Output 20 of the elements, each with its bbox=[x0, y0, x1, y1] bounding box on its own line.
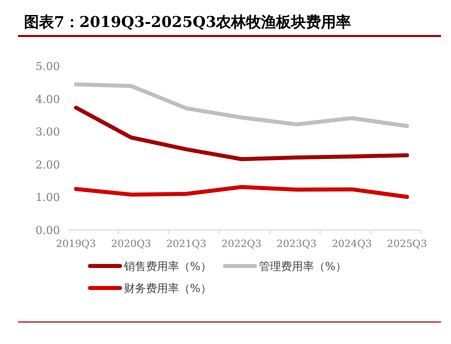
y-tick-label: 1.00 bbox=[36, 191, 60, 204]
x-tick-label: 2022Q3 bbox=[221, 239, 262, 250]
y-tick-label: 0.00 bbox=[36, 224, 60, 237]
x-tick-label: 2019Q3 bbox=[56, 239, 96, 250]
x-tick-label: 2021Q3 bbox=[166, 239, 206, 250]
line-series bbox=[74, 106, 409, 162]
legend-label: 管理费用率（%） bbox=[259, 260, 346, 273]
x-tick-label: 2020Q3 bbox=[111, 239, 152, 250]
y-tick-label: 2.00 bbox=[36, 158, 60, 172]
legend-label: 销售费用率（%） bbox=[123, 260, 212, 273]
x-tick-label: 2025Q3 bbox=[386, 239, 428, 250]
x-tick-label: 2024Q3 bbox=[332, 239, 372, 250]
y-tick-label: 4.00 bbox=[36, 92, 60, 106]
line-series bbox=[74, 185, 409, 199]
chart-title: 图表7：2019Q3-2025Q3农林牧渔板块费用率 bbox=[24, 13, 352, 31]
legend-label: 财务费用率（%） bbox=[124, 282, 212, 295]
y-tick-label: 3.00 bbox=[36, 126, 60, 139]
y-tick-label: 5.00 bbox=[36, 60, 60, 73]
x-tick-label: 2023Q3 bbox=[276, 239, 317, 250]
line-series bbox=[74, 82, 409, 128]
